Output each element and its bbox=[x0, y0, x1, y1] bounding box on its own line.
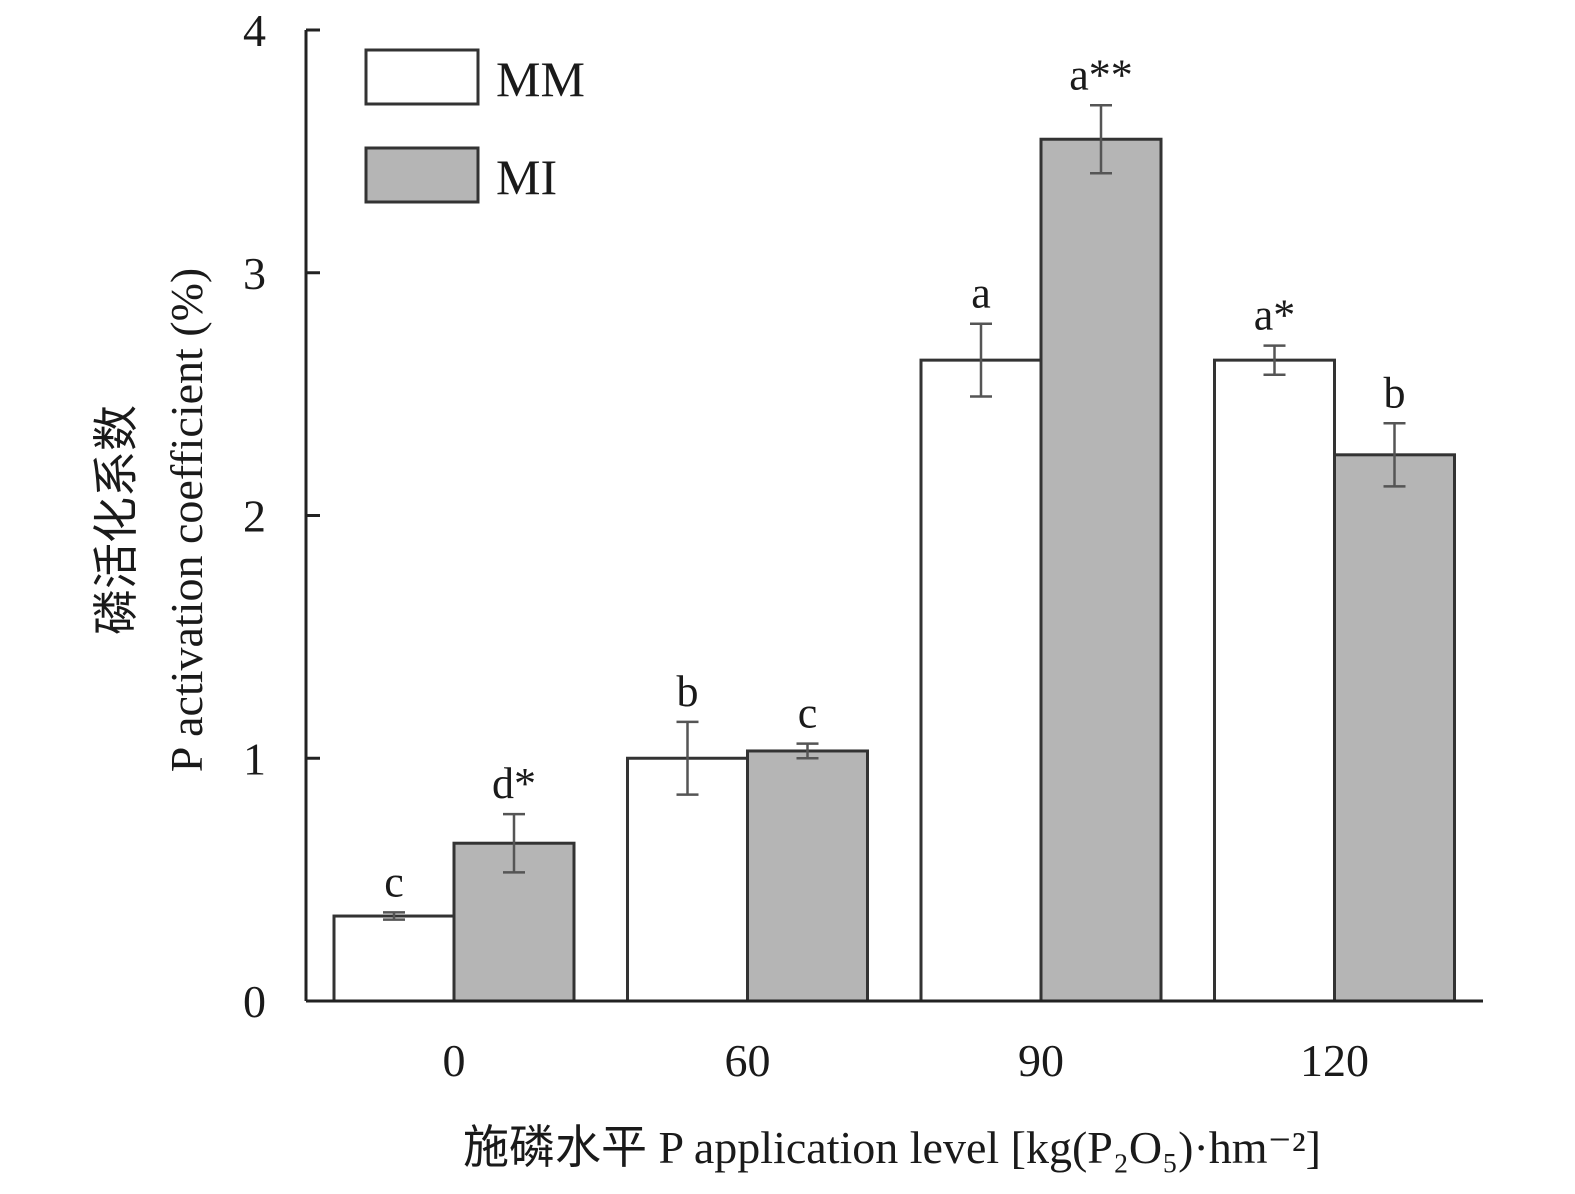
bar-mi bbox=[746, 749, 869, 1003]
significance-label: c bbox=[798, 689, 818, 738]
axes-layer bbox=[304, 28, 1483, 1003]
y-tick-label: 1 bbox=[243, 733, 266, 784]
labels-layer: 0 1 2 3 4 c d* 0 b c 60 a a** 90 a* b 120 bbox=[243, 5, 1406, 1086]
bar-mm bbox=[919, 358, 1043, 1003]
significance-label: a** bbox=[1069, 50, 1133, 99]
x-tick-label: 0 bbox=[443, 1035, 466, 1086]
y-tick-label: 0 bbox=[243, 976, 266, 1027]
legend-label-mm: MM bbox=[496, 51, 585, 107]
y-axis-title-en: P activation coefficient (%) bbox=[161, 268, 212, 773]
y-axis-title-cn: 磷活化系数 bbox=[91, 405, 142, 635]
x-tick-label: 60 bbox=[725, 1035, 771, 1086]
legend-label-mi: MI bbox=[496, 149, 557, 205]
bar-mi bbox=[1333, 453, 1456, 1003]
significance-label: a bbox=[971, 269, 991, 318]
bar-mm bbox=[332, 914, 456, 1003]
significance-label: b bbox=[677, 667, 699, 716]
legend-swatch-mm bbox=[364, 48, 480, 106]
bar-mi bbox=[1039, 137, 1163, 1003]
y-tick-label: 3 bbox=[243, 248, 266, 299]
significance-label: a* bbox=[1254, 291, 1296, 340]
x-tick-label: 120 bbox=[1300, 1035, 1369, 1086]
y-axis-title-group: 磷活化系数 P activation coefficient (%) bbox=[91, 268, 212, 773]
y-tick-label: 2 bbox=[243, 491, 266, 542]
x-axis-title: 施磷水平 P application level [kg(P₂O₅)·hm⁻²] bbox=[463, 1122, 1321, 1173]
bars-layer bbox=[332, 104, 1456, 1003]
legend-swatch-mi bbox=[364, 146, 480, 204]
bar-mm bbox=[1213, 358, 1336, 1003]
legend: MM MI bbox=[364, 48, 585, 205]
y-tick-label: 4 bbox=[243, 5, 266, 56]
significance-label: d* bbox=[492, 759, 536, 808]
x-tick-label: 90 bbox=[1018, 1035, 1064, 1086]
significance-label: b bbox=[1384, 368, 1406, 417]
significance-label: c bbox=[384, 857, 404, 906]
